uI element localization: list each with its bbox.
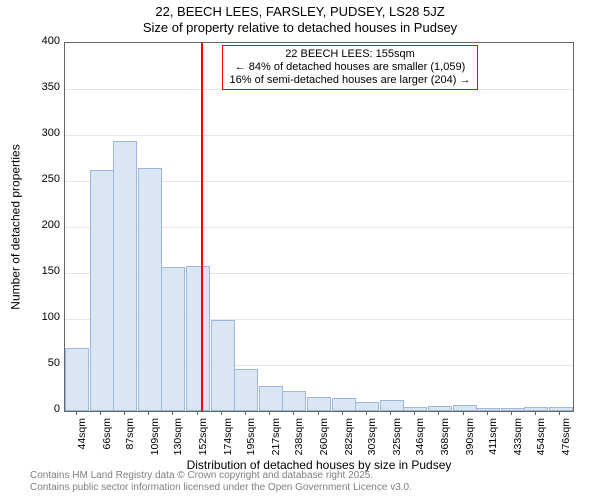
y-tick-label: 200: [32, 219, 60, 231]
x-tick-mark: [197, 411, 198, 415]
x-tick-label: 174sqm: [222, 418, 234, 468]
x-tick-mark: [535, 411, 536, 415]
x-tick-label: 195sqm: [245, 418, 257, 468]
x-tick-label: 411sqm: [487, 418, 499, 468]
histogram-bar: [90, 170, 114, 411]
histogram-bar: [380, 400, 404, 411]
x-tick-label: 282sqm: [343, 418, 355, 468]
x-tick-label: 238sqm: [293, 418, 305, 468]
y-tick-label: 300: [32, 127, 60, 139]
y-tick-label: 250: [32, 173, 60, 185]
histogram-bar: [332, 398, 356, 411]
x-tick-label: 303sqm: [366, 418, 378, 468]
x-tick-mark: [100, 411, 101, 415]
x-tick-label: 87sqm: [124, 418, 136, 468]
histogram-bar: [403, 407, 427, 411]
x-tick-label: 66sqm: [101, 418, 113, 468]
annotation-line2: ← 84% of detached houses are smaller (1,…: [229, 61, 471, 74]
histogram-bar: [524, 407, 548, 411]
x-tick-mark: [414, 411, 415, 415]
histogram-bar: [234, 369, 258, 411]
title-subtitle: Size of property relative to detached ho…: [0, 20, 600, 35]
x-tick-label: 130sqm: [172, 418, 184, 468]
x-tick-label: 44sqm: [76, 418, 88, 468]
x-tick-mark: [124, 411, 125, 415]
x-tick-label: 109sqm: [149, 418, 161, 468]
chart-plot-area: 22 BEECH LEES: 155sqm← 84% of detached h…: [64, 42, 574, 412]
x-tick-mark: [318, 411, 319, 415]
x-tick-mark: [463, 411, 464, 415]
y-tick-label: 400: [32, 35, 60, 47]
x-tick-mark: [390, 411, 391, 415]
footer-attribution: Contains HM Land Registry data © Crown c…: [30, 470, 412, 494]
reference-line: [201, 43, 203, 411]
x-tick-mark: [342, 411, 343, 415]
histogram-bar: [259, 386, 283, 411]
x-tick-mark: [511, 411, 512, 415]
histogram-bar: [65, 348, 89, 411]
x-tick-mark: [293, 411, 294, 415]
histogram-bar: [211, 320, 235, 411]
x-tick-mark: [221, 411, 222, 415]
x-tick-label: 368sqm: [439, 418, 451, 468]
y-tick-label: 100: [32, 311, 60, 323]
y-tick-label: 50: [32, 357, 60, 369]
histogram-bar: [476, 408, 500, 411]
x-tick-mark: [76, 411, 77, 415]
x-tick-mark: [559, 411, 560, 415]
histogram-bar: [282, 391, 306, 411]
x-tick-mark: [438, 411, 439, 415]
histogram-bar: [307, 397, 331, 411]
footer-line2: Contains public sector information licen…: [30, 482, 412, 494]
footer-line1: Contains HM Land Registry data © Crown c…: [30, 470, 412, 482]
histogram-bar: [161, 267, 185, 411]
annotation-line1: 22 BEECH LEES: 155sqm: [229, 48, 471, 61]
annotation-box: 22 BEECH LEES: 155sqm← 84% of detached h…: [222, 45, 478, 90]
histogram-bar: [453, 405, 477, 411]
y-tick-label: 350: [32, 81, 60, 93]
title-address: 22, BEECH LEES, FARSLEY, PUDSEY, LS28 5J…: [0, 4, 600, 19]
histogram-bar: [501, 408, 525, 411]
x-tick-mark: [487, 411, 488, 415]
y-tick-label: 0: [32, 403, 60, 415]
x-tick-mark: [366, 411, 367, 415]
histogram-bar: [186, 266, 210, 411]
x-tick-label: 476sqm: [560, 418, 572, 468]
histogram-bar: [113, 141, 137, 411]
x-tick-label: 390sqm: [464, 418, 476, 468]
histogram-bar: [549, 407, 573, 411]
x-tick-label: 217sqm: [270, 418, 282, 468]
y-tick-label: 150: [32, 265, 60, 277]
gridline: [65, 135, 573, 136]
x-tick-label: 325sqm: [391, 418, 403, 468]
histogram-bar: [138, 168, 162, 411]
histogram-bar: [428, 406, 452, 411]
annotation-line3: 16% of semi-detached houses are larger (…: [229, 74, 471, 87]
x-tick-label: 454sqm: [535, 418, 547, 468]
x-tick-label: 260sqm: [318, 418, 330, 468]
x-tick-label: 433sqm: [512, 418, 524, 468]
x-tick-mark: [269, 411, 270, 415]
x-tick-label: 152sqm: [197, 418, 209, 468]
x-tick-mark: [148, 411, 149, 415]
x-tick-mark: [245, 411, 246, 415]
x-tick-mark: [172, 411, 173, 415]
x-tick-label: 346sqm: [414, 418, 426, 468]
histogram-bar: [355, 402, 379, 411]
y-axis-label: Number of detached properties: [6, 42, 26, 412]
